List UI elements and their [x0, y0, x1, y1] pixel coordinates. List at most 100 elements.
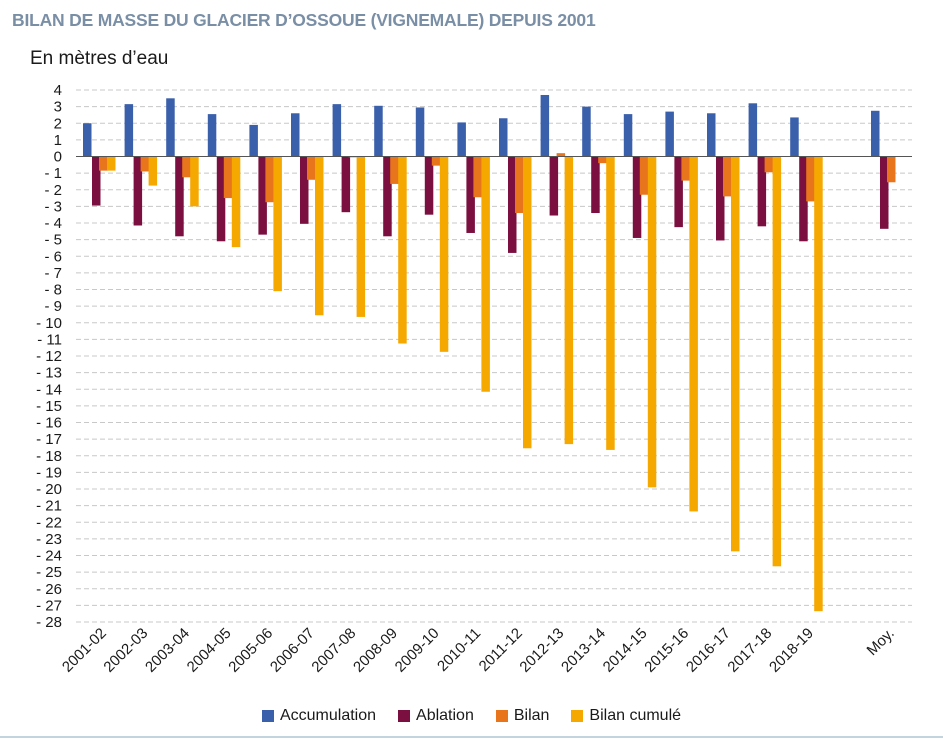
y-tick-label: - 8	[44, 282, 62, 299]
bar-bilan-2003-04	[182, 156, 191, 178]
x-tick-label: 2011-12	[476, 625, 526, 675]
legend-item: Bilan	[495, 707, 550, 725]
y-tick-label: - 25	[36, 564, 62, 581]
bar-bilan-2001-02	[99, 156, 108, 171]
bar-bilan-cumule-2012-13	[564, 156, 574, 445]
x-tick-label: 2013-14	[558, 625, 609, 676]
bar-bilan-2018-19	[806, 156, 815, 202]
bar-bilan-cumule-2002-03	[148, 156, 158, 186]
bar-ablation-2017-18	[757, 156, 767, 227]
bar-bilan-cumule-2013-14	[606, 156, 615, 450]
x-tick-label: 2002-03	[100, 625, 151, 676]
bar-bilan-2012-13	[556, 153, 566, 157]
bars-group	[83, 94, 896, 612]
bar-accumulation-2013-14	[582, 106, 591, 157]
bar-bilan-2005-06	[265, 156, 274, 203]
bar-bilan-2016-17	[723, 156, 732, 197]
bar-accumulation-2012-13	[540, 94, 550, 157]
bar-bilan-2014-15	[639, 156, 649, 195]
x-tick-label: 2018-19	[766, 625, 817, 676]
bar-ablation-2012-13	[549, 156, 559, 216]
legend-label: Accumulation	[279, 707, 377, 724]
bar-ablation-2003-04	[175, 156, 184, 237]
y-tick-label: - 7	[44, 265, 62, 282]
bar-accumulation-2010-11	[457, 122, 466, 157]
chart-title: BILAN DE MASSE DU GLACIER D’OSSOUE (VIGN…	[12, 10, 596, 30]
legend-label: Ablation	[416, 707, 474, 724]
bar-bilan-cumule-2008-09	[398, 156, 407, 344]
y-tick-label: 0	[54, 149, 62, 166]
y-tick-label: - 18	[36, 448, 62, 465]
bar-accumulation-2016-17	[707, 113, 716, 157]
bar-accumulation-2003-04	[166, 98, 175, 157]
bar-bilan-cumule-2018-19	[814, 156, 823, 612]
bar-accumulation-2009-10	[415, 107, 425, 157]
bar-accumulation-2014-15	[623, 114, 633, 157]
bar-bilan-2009-10	[431, 156, 441, 166]
y-tick-label: - 26	[36, 581, 62, 598]
y-tick-label: - 1	[44, 165, 62, 182]
bar-bilan-2002-03	[140, 156, 150, 172]
x-tick-label: 2005-06	[225, 625, 276, 676]
bar-ablation-2008-09	[383, 156, 392, 237]
bar-accumulation-2004-05	[207, 114, 217, 157]
y-tick-label: - 20	[36, 481, 62, 498]
y-tick-label: - 14	[36, 381, 62, 398]
y-tick-label: - 11	[37, 331, 62, 348]
bar-accumulation-2008-09	[374, 105, 383, 157]
bar-bilan-2006-07	[307, 156, 316, 180]
y-tick-label: - 5	[44, 232, 62, 249]
bar-bilan-cumule-2006-07	[315, 156, 324, 316]
bar-bilan-2010-11	[473, 156, 482, 198]
y-axis-unit-label: En mètres d’eau	[30, 48, 169, 69]
footer-divider	[0, 736, 943, 738]
bar-accumulation-2005-06	[249, 124, 258, 157]
bar-bilan-cumule-2007-08	[356, 156, 366, 317]
y-tick-label: - 3	[44, 198, 62, 215]
bar-bilan-cumule-2004-05	[231, 156, 241, 248]
y-tick-label: - 23	[36, 531, 62, 548]
bar-bilan-cumule-2016-17	[731, 156, 740, 552]
bar-bilan-2011-12	[515, 156, 524, 214]
x-tick-label: 2008-09	[350, 625, 401, 676]
bar-ablation-2014-15	[632, 156, 642, 238]
y-tick-label: - 9	[44, 298, 62, 315]
x-tick-label: 2016-17	[683, 625, 734, 676]
bar-ablation-2004-05	[216, 156, 226, 242]
x-tick-label: 2014-15	[600, 625, 651, 676]
x-tick-label: 2004-05	[184, 625, 235, 676]
bar-ablation-2011-12	[508, 156, 517, 253]
y-tick-label: - 24	[36, 548, 62, 565]
y-tick-label: - 21	[36, 498, 62, 515]
bar-ablation-2006-07	[300, 156, 309, 224]
y-tick-label: - 2	[44, 182, 62, 199]
y-tick-label: - 10	[36, 315, 62, 332]
legend-item: Ablation	[398, 707, 474, 725]
bar-bilan-2008-09	[390, 156, 399, 184]
bar-bilan-cumule-2005-06	[273, 156, 282, 292]
bar-bilan-cumule-2001-02	[107, 156, 116, 171]
y-tick-label: - 15	[36, 398, 62, 415]
x-tick-label: Moy.	[864, 625, 898, 659]
bar-accumulation-2011-12	[499, 118, 508, 157]
bar-ablation-2001-02	[92, 156, 101, 206]
bar-bilan-cumule-2003-04	[190, 156, 199, 207]
bar-ablation-2007-08	[341, 156, 351, 213]
bar-accumulation-2015-16	[665, 111, 674, 157]
legend-item: Accumulation	[261, 707, 377, 725]
bar-accumulation-2018-19	[790, 117, 799, 157]
y-tick-label: 3	[54, 99, 62, 116]
bar-bilan-cumule-2014-15	[647, 156, 657, 488]
x-tick-label: 2012-13	[516, 625, 567, 676]
x-tick-label: 2017-18	[724, 625, 775, 676]
x-tick-labels: 2001-022002-032003-042004-052005-062006-…	[59, 625, 898, 676]
legend-label: Bilan	[513, 707, 550, 724]
y-tick-label: - 28	[36, 614, 62, 631]
bar-bilan-2013-14	[598, 156, 607, 164]
chart-legend: Accumulation Ablation Bilan Bilan cumulé	[0, 707, 943, 725]
bar-ablation-2005-06	[258, 156, 267, 235]
y-tick-label: - 19	[36, 464, 62, 481]
bar-bilan-cumule-2015-16	[689, 156, 698, 512]
bar-bilan-cumule-2010-11	[481, 156, 490, 392]
y-tick-label: - 6	[44, 248, 62, 265]
